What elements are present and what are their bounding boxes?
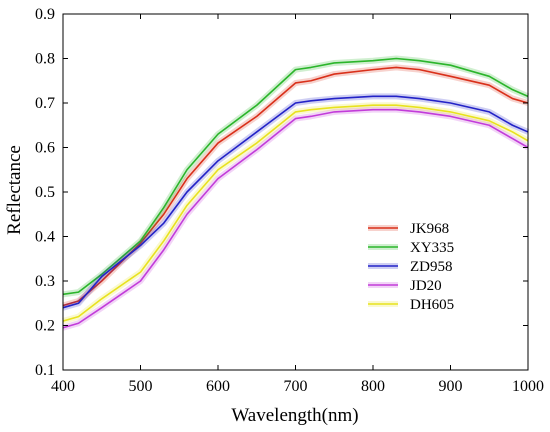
x-tick-label: 900 bbox=[439, 378, 463, 395]
y-tick-label: 0.8 bbox=[35, 51, 55, 68]
y-tick-label: 0.3 bbox=[35, 273, 55, 290]
legend-label-0: JK968 bbox=[410, 221, 449, 237]
legend-label-1: XY335 bbox=[410, 240, 454, 256]
series-line-2 bbox=[62, 95, 529, 309]
x-tick-label: 600 bbox=[206, 378, 230, 395]
legend-label-4: DH605 bbox=[410, 297, 454, 313]
plot-area bbox=[62, 13, 530, 371]
x-tick-label: 500 bbox=[129, 378, 153, 395]
x-tick-label: 1000 bbox=[512, 378, 544, 395]
series-line-1 bbox=[62, 57, 529, 296]
y-tick-label: 0.6 bbox=[35, 140, 55, 157]
x-axis: 400 500 600 700 800 900 1000 bbox=[51, 14, 544, 395]
x-axis-label: Wavelength(nm) bbox=[231, 405, 358, 426]
y-tick-label: 0.4 bbox=[35, 229, 55, 246]
y-axis: 0.1 0.2 0.3 0.4 0.5 0.6 0.7 0.8 0.9 bbox=[35, 6, 528, 379]
legend-label-2: ZD958 bbox=[410, 259, 453, 275]
series-line-0 bbox=[62, 66, 529, 307]
x-tick-label: 800 bbox=[361, 378, 385, 395]
y-tick-label: 0.2 bbox=[35, 318, 55, 335]
legend-label-3: JD20 bbox=[410, 278, 442, 294]
series-line-3 bbox=[62, 108, 529, 329]
x-tick-label: 700 bbox=[284, 378, 308, 395]
y-tick-label: 0.9 bbox=[35, 6, 55, 23]
legend: JK968 XY335 ZD958 JD20 DH605 bbox=[368, 221, 454, 313]
y-tick-label: 0.7 bbox=[35, 95, 55, 112]
series-line-4 bbox=[62, 104, 529, 322]
x-tick-label: 400 bbox=[51, 378, 75, 395]
y-tick-label: 0.1 bbox=[35, 362, 55, 379]
y-tick-label: 0.5 bbox=[35, 184, 55, 201]
series-halo-3 bbox=[62, 106, 530, 331]
series-halo-1 bbox=[62, 55, 530, 298]
y-axis-label: Reflectance bbox=[4, 145, 25, 235]
